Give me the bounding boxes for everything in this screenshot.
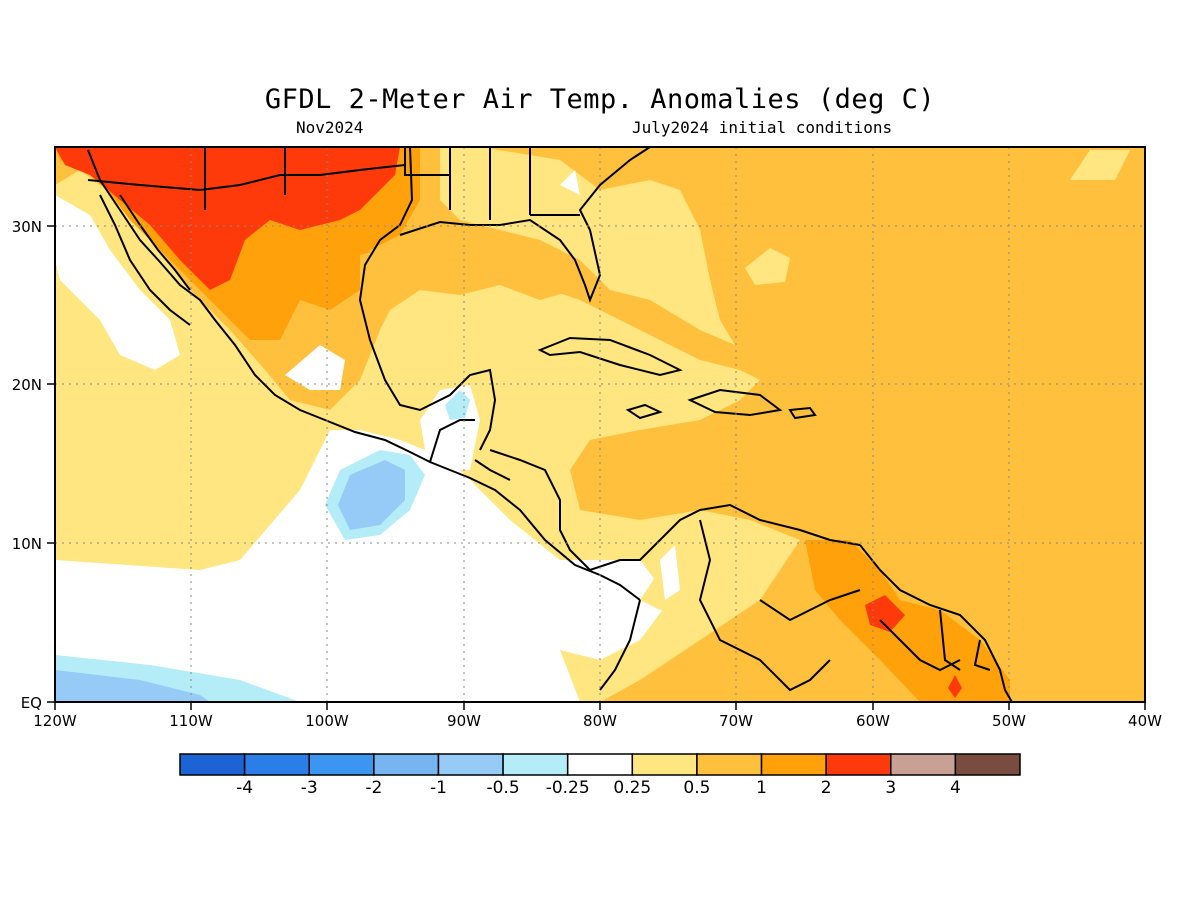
forecast-month: Nov2024 <box>296 118 364 137</box>
colorbar-swatch <box>825 753 892 776</box>
colorbar-label: 4 <box>950 778 961 798</box>
lon-label-70w: 70W <box>719 712 753 730</box>
colorbar-label: 1 <box>756 778 767 798</box>
colorbar-legend: -4 -3 -2 -1 -0.5 -0.25 0.25 0.5 1 2 3 4 <box>179 753 1021 798</box>
lon-label-80w: 80W <box>583 712 617 730</box>
anomaly-field-gulf <box>360 235 575 310</box>
colorbar-swatch <box>308 753 375 776</box>
colorbar-swatch <box>954 753 1021 776</box>
colorbar-label: 0.5 <box>683 778 710 798</box>
colorbar-label: -2 <box>365 778 382 798</box>
anomaly-field-red-guyana <box>865 595 905 632</box>
anomaly-field-light-se-us <box>440 147 735 345</box>
coastlines <box>87 147 1013 702</box>
lon-label-110w: 110W <box>169 712 213 730</box>
anomaly-field-red-mexico <box>55 147 400 290</box>
anomaly-field-white-colombia <box>660 545 680 600</box>
lon-label-100w: 100W <box>305 712 349 730</box>
colorbar-label: -4 <box>236 778 253 798</box>
colorbar-label: -3 <box>301 778 318 798</box>
anomaly-field-light-atlantic <box>1070 150 1130 180</box>
anomaly-field-white-baja <box>55 195 180 370</box>
lat-label-eq: EQ <box>21 694 42 712</box>
lon-label-40w: 40W <box>1128 712 1162 730</box>
colorbar-swatch <box>760 753 827 776</box>
anomaly-field-white-pacific <box>55 430 670 702</box>
colorbar-label: 3 <box>885 778 896 798</box>
colorbar-label: -0.25 <box>546 778 590 798</box>
colorbar-swatch <box>566 753 634 776</box>
lat-label-30n: 30N <box>12 218 42 236</box>
map-panel <box>55 147 1145 702</box>
colorbar-swatch <box>373 753 440 776</box>
lon-label-50w: 50W <box>992 712 1026 730</box>
initial-conditions-label: July2024 initial conditions <box>632 118 893 137</box>
anomaly-field-white-carolina <box>560 170 580 195</box>
lon-label-120w: 120W <box>33 712 77 730</box>
anomaly-field-cyan-yucatan <box>445 390 470 420</box>
colorbar-label: 2 <box>821 778 832 798</box>
anomaly-field-red-suriname <box>948 675 962 698</box>
gridlines <box>55 147 1145 702</box>
lat-label-10n: 10N <box>12 535 42 553</box>
colorbar-swatch <box>243 753 310 776</box>
colorbar-label: 0.25 <box>613 778 651 798</box>
lon-label-60w: 60W <box>856 712 890 730</box>
anomaly-field-blue-pacific <box>338 460 405 530</box>
colorbar-swatch <box>631 753 698 776</box>
colorbar-swatch <box>696 753 763 776</box>
lon-label-90w: 90W <box>447 712 481 730</box>
colorbar-swatch <box>502 753 569 776</box>
colorbar-swatch <box>179 753 246 776</box>
lat-label-20n: 20N <box>12 376 42 394</box>
anomaly-field-blue-equator <box>55 670 210 702</box>
anomaly-field-white-mexico-coast <box>285 345 345 390</box>
map-title: GFDL 2-Meter Air Temp. Anomalies (deg C) <box>264 84 936 115</box>
colorbar-swatch <box>437 753 504 776</box>
colorbar-label: -0.5 <box>486 778 519 798</box>
colorbar-swatch <box>890 753 957 776</box>
anomaly-field-light-atlantic-2 <box>745 248 790 285</box>
axis-ticks <box>47 225 1146 710</box>
colorbar-label: -1 <box>430 778 447 798</box>
